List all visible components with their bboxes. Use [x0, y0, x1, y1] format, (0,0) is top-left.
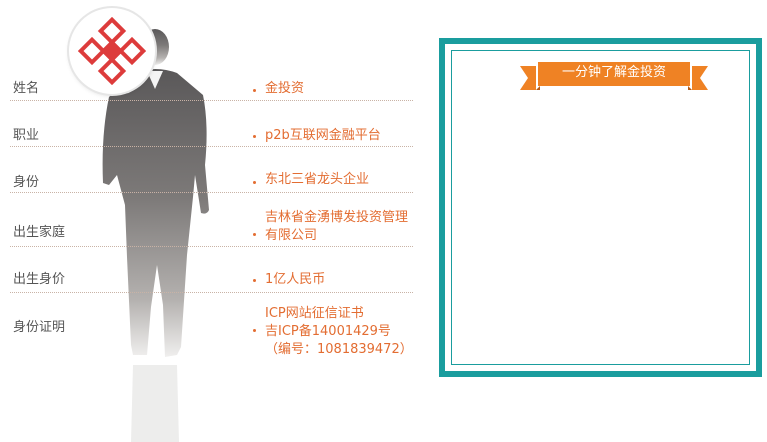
value-identity-proof: ICP网站征信证书 吉ICP备14001429号 （编号：1081839472）: [265, 306, 413, 357]
value-identity: 东北三省龙头企业: [265, 172, 370, 187]
intro-video-card[interactable]: 一分钟了解金投资: [439, 38, 762, 377]
value-occupation: p2b互联网金融平台: [265, 128, 381, 143]
label-birth-worth: 出生身价: [13, 272, 66, 287]
bullet: [253, 329, 256, 332]
row-divider: [10, 292, 413, 293]
bullet: [253, 135, 256, 138]
businessman-silhouette: [102, 29, 209, 442]
value-birth-worth: 1亿人民币: [265, 272, 326, 287]
card-inner-frame: [451, 50, 750, 365]
label-identity-proof: 身份证明: [13, 320, 66, 335]
bullet: [253, 233, 256, 236]
label-identity: 身份: [13, 175, 40, 190]
label-occupation: 职业: [13, 128, 40, 143]
company-logo-icon: [78, 17, 146, 85]
bullet: [253, 89, 256, 92]
row-divider: [10, 100, 413, 101]
row-divider: [10, 192, 413, 193]
row-divider: [10, 146, 413, 147]
value-name: 金投资: [265, 81, 305, 96]
logo-badge: [69, 8, 155, 94]
label-birth-family: 出生家庭: [13, 225, 66, 240]
ribbon-banner: 一分钟了解金投资: [520, 58, 708, 94]
ribbon-shape: [520, 62, 708, 90]
bullet: [253, 181, 256, 184]
bullet: [253, 279, 256, 282]
ribbon-title: 一分钟了解金投资: [561, 65, 666, 80]
row-divider: [10, 246, 413, 247]
value-birth-family: 吉林省金湧博发投资管理 有限公司: [265, 210, 409, 243]
label-name: 姓名: [13, 81, 40, 96]
